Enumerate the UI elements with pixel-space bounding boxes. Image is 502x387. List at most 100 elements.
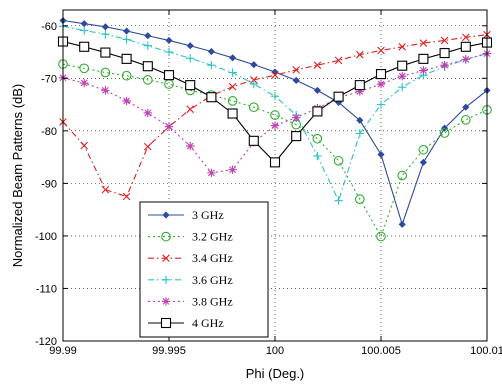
data-point: [334, 196, 343, 205]
data-point: [227, 108, 238, 119]
data-point: [143, 108, 152, 118]
data-point: [121, 70, 132, 81]
legend-label: 3.8 GHz: [192, 294, 233, 308]
data-point: [162, 254, 170, 262]
data-point: [142, 75, 153, 85]
data-point: [292, 66, 300, 74]
data-point: [80, 20, 88, 28]
data-point: [163, 70, 175, 81]
data-point: [165, 36, 173, 45]
data-point: [377, 150, 385, 159]
data-point: [80, 26, 89, 35]
data-point: [419, 158, 427, 166]
series-line: [62, 25, 488, 203]
legend-box: [139, 201, 269, 338]
data-point: [164, 79, 174, 89]
data-point: [186, 54, 195, 63]
data-point: [398, 83, 407, 92]
series-line: [62, 34, 488, 198]
data-point: [356, 116, 364, 124]
series-4-ghz: [57, 36, 493, 168]
y-tick-label: -80: [41, 126, 57, 138]
y-tick-label: -110: [36, 283, 57, 295]
data-point: [144, 142, 152, 151]
data-point: [122, 35, 131, 44]
data-point: [376, 100, 386, 109]
data-point: [419, 39, 428, 47]
data-point: [164, 122, 174, 131]
data-point: [122, 192, 131, 201]
data-point: [101, 29, 110, 39]
data-point: [398, 220, 406, 228]
data-point: [185, 80, 196, 91]
data-point: [460, 114, 471, 125]
data-point: [270, 91, 280, 101]
data-point: [334, 56, 343, 65]
legend-label: 3.2 GHz: [192, 230, 233, 244]
data-point: [270, 110, 280, 120]
data-point: [462, 103, 470, 111]
data-point: [440, 36, 449, 45]
data-point: [312, 133, 323, 144]
series-line: [62, 53, 488, 174]
y-tick-label: -120: [35, 336, 57, 348]
data-point: [100, 47, 111, 58]
legend-label: 3 GHz: [192, 208, 224, 222]
data-point: [249, 79, 258, 89]
data-point: [397, 60, 408, 71]
data-point: [186, 42, 194, 50]
data-point: [460, 41, 471, 52]
data-point: [291, 131, 302, 142]
data-point: [355, 87, 364, 96]
data-point: [164, 47, 174, 57]
x-tick-label: 100.01: [470, 345, 502, 357]
legend-entry: 3.6 GHz: [148, 273, 233, 287]
data-point: [122, 96, 131, 106]
data-point: [250, 61, 258, 69]
data-point: [248, 135, 259, 146]
data-point: [419, 66, 428, 75]
x-axis-label: Phi (Deg.): [246, 366, 305, 381]
data-point: [292, 113, 301, 122]
y-tick-label: -70: [41, 73, 57, 85]
legend: 3 GHz 3.2 GHz 3.4 GHz 3.6 GHz 3.8 GHz 4 GHz: [139, 201, 269, 338]
data-point: [292, 76, 300, 84]
axis-ticks: 99.99 99.995 100 100.005 100.01 -120 -110 -100 -…: [35, 10, 502, 357]
y-tick-label: -100: [35, 231, 57, 243]
data-point: [186, 141, 195, 151]
data-point: [354, 194, 365, 204]
data-point: [79, 41, 90, 52]
data-point: [439, 48, 450, 59]
data-point: [333, 91, 344, 102]
data-point: [100, 67, 111, 78]
data-point: [418, 53, 429, 64]
legend-label: 4 GHz: [192, 316, 224, 330]
x-tick-label: 99.995: [152, 345, 186, 357]
data-point: [161, 297, 171, 306]
data-point: [461, 55, 470, 64]
data-point: [228, 82, 237, 91]
data-point: [271, 68, 279, 76]
data-point: [377, 46, 385, 55]
y-tick-label: -60: [41, 21, 57, 33]
data-point: [312, 106, 323, 117]
data-point: [418, 144, 429, 155]
data-point: [162, 211, 170, 219]
legend-entry: 3.8 GHz: [148, 294, 233, 308]
data-point: [101, 23, 109, 31]
series-line: [62, 63, 488, 238]
data-point: [354, 80, 365, 91]
data-point: [313, 151, 322, 161]
data-point: [143, 41, 152, 50]
data-point: [250, 76, 258, 84]
data-point: [229, 54, 237, 62]
x-tick-label: 99.99: [49, 345, 77, 357]
data-point: [206, 92, 217, 103]
data-point: [375, 69, 387, 80]
data-point: [207, 60, 216, 70]
y-tick-label: -90: [41, 178, 57, 190]
data-point: [142, 61, 153, 72]
series-3-ghz: [59, 16, 491, 228]
data-point: [80, 141, 88, 150]
